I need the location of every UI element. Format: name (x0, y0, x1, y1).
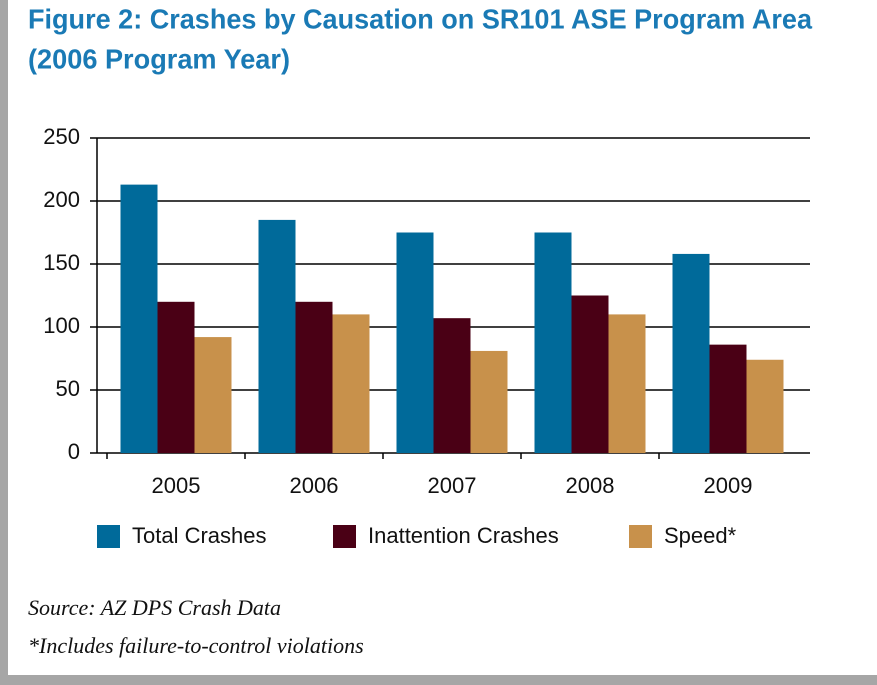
legend-swatch (629, 525, 652, 548)
bar (470, 350, 508, 453)
y-tick-label: 250 (43, 124, 80, 149)
y-tick-label: 0 (68, 439, 80, 464)
x-tick-label: 2008 (566, 473, 615, 498)
frame-bottom (0, 675, 877, 685)
bar (120, 184, 158, 453)
bar (672, 253, 710, 453)
x-tick-label: 2005 (152, 473, 201, 498)
frame-left (0, 0, 8, 685)
bar (746, 359, 784, 453)
note: Source: AZ DPS Crash Data (28, 595, 281, 620)
x-tick-label: 2009 (704, 473, 753, 498)
bar (709, 344, 747, 453)
bar (157, 301, 195, 453)
y-tick-label: 50 (56, 376, 80, 401)
y-tick-label: 100 (43, 313, 80, 338)
note: *Includes failure-to-control violations (28, 633, 364, 658)
chart-subtitle: (2006 Program Year) (28, 43, 290, 74)
y-tick-label: 150 (43, 250, 80, 275)
x-tick-label: 2006 (290, 473, 339, 498)
legend-swatch (333, 525, 356, 548)
bar (258, 219, 296, 453)
legend-label: Inattention Crashes (368, 523, 559, 548)
legend-label: Total Crashes (132, 523, 267, 548)
bar (534, 232, 572, 453)
bar (295, 301, 333, 453)
x-tick-label: 2007 (428, 473, 477, 498)
legend-swatch (97, 525, 120, 548)
chart-title: Figure 2: Crashes by Causation on SR101 … (28, 3, 812, 34)
y-tick-label: 200 (43, 187, 80, 212)
bar (433, 318, 471, 453)
bar (571, 295, 609, 453)
bar (194, 337, 232, 453)
bar (396, 232, 434, 453)
bar (332, 314, 370, 453)
bar (608, 314, 646, 453)
legend-label: Speed* (664, 523, 737, 548)
